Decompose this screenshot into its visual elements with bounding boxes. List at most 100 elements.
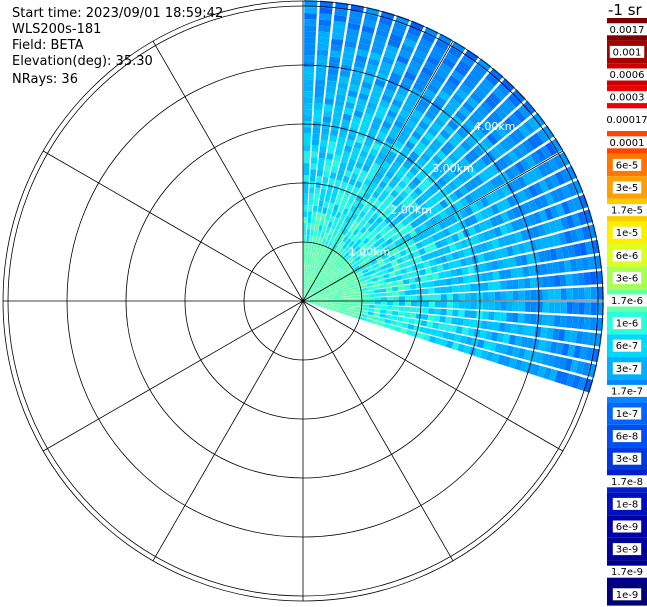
data-cell — [408, 318, 416, 325]
data-cell — [534, 326, 542, 338]
data-cell — [304, 49, 316, 56]
data-cell — [303, 235, 307, 242]
data-cell — [363, 258, 371, 265]
data-cell — [436, 264, 444, 272]
data-cell — [482, 230, 492, 241]
data-cell — [412, 250, 421, 258]
data-cell — [342, 113, 352, 122]
colorbar-tick-label: 3e-6 — [616, 273, 639, 284]
data-cell — [338, 265, 345, 271]
data-cell — [494, 301, 501, 311]
data-cell — [473, 87, 487, 100]
data-cell — [379, 313, 386, 319]
data-cell — [388, 242, 397, 250]
data-cell — [356, 98, 368, 107]
data-cell — [581, 226, 591, 240]
data-cell — [579, 346, 588, 360]
data-cell — [380, 241, 389, 249]
data-cell — [557, 260, 566, 273]
data-cell — [327, 147, 335, 155]
data-cell — [357, 202, 365, 211]
data-cell — [325, 277, 331, 283]
data-cell — [303, 109, 313, 116]
data-cell — [416, 301, 423, 307]
data-cell — [417, 262, 425, 270]
data-cell — [441, 173, 452, 184]
data-cell — [381, 269, 389, 275]
data-cell — [329, 284, 336, 289]
data-cell — [437, 34, 452, 46]
data-cell — [442, 228, 451, 237]
data-cell — [331, 308, 338, 312]
data-cell — [454, 200, 464, 211]
data-cell — [303, 85, 314, 92]
data-cell — [359, 86, 371, 96]
colorbar-tick-bg — [606, 91, 647, 104]
data-cell — [459, 157, 471, 169]
data-cell — [439, 210, 449, 220]
data-cell — [446, 285, 453, 293]
data-cell — [583, 209, 593, 224]
data-cell — [363, 178, 372, 187]
data-cell — [332, 302, 339, 305]
data-cell — [448, 261, 456, 270]
data-cell — [526, 337, 534, 349]
data-cell — [367, 265, 375, 272]
data-cell — [357, 274, 365, 280]
data-cell — [463, 275, 471, 284]
data-cell — [378, 17, 393, 27]
data-cell — [323, 219, 329, 227]
data-cell — [420, 238, 429, 247]
data-cell — [364, 275, 372, 281]
data-cell — [432, 138, 443, 149]
data-cell — [303, 289, 305, 296]
data-cell — [541, 314, 549, 326]
data-cell — [420, 152, 431, 163]
data-cell — [491, 129, 503, 142]
data-cell — [535, 238, 544, 251]
data-cell — [480, 196, 490, 208]
data-cell — [333, 217, 340, 225]
data-cell — [306, 229, 311, 236]
data-cell — [310, 157, 318, 164]
data-cell — [336, 238, 342, 246]
data-cell — [389, 33, 403, 43]
data-cell — [488, 164, 499, 176]
data-cell — [436, 330, 444, 338]
data-cell — [334, 269, 341, 275]
data-cell — [590, 302, 597, 316]
data-cell — [485, 150, 497, 163]
data-cell — [340, 156, 349, 164]
data-cell — [544, 207, 554, 221]
data-cell — [365, 7, 380, 17]
data-cell — [350, 301, 357, 304]
data-cell — [369, 181, 378, 190]
data-cell — [326, 302, 333, 305]
data-cell — [454, 110, 467, 122]
data-cell — [418, 182, 428, 193]
data-cell — [426, 252, 435, 260]
data-cell — [310, 247, 314, 255]
data-cell — [354, 255, 362, 262]
data-cell — [581, 331, 590, 345]
data-cell — [428, 143, 439, 154]
data-cell — [309, 253, 313, 260]
data-cell — [395, 230, 404, 239]
data-cell — [368, 255, 376, 262]
data-cell — [347, 133, 357, 141]
data-cell — [314, 282, 319, 288]
data-cell — [328, 281, 335, 286]
data-cell — [561, 246, 570, 259]
data-cell — [422, 301, 429, 308]
data-cell — [385, 44, 399, 55]
data-cell — [494, 143, 507, 156]
data-cell — [500, 344, 509, 355]
data-cell — [388, 255, 396, 262]
data-cell — [320, 293, 327, 297]
data-cell — [494, 281, 501, 291]
data-cell — [492, 270, 500, 281]
data-cell — [359, 150, 369, 159]
data-cell — [394, 252, 402, 260]
data-cell — [423, 88, 437, 100]
data-cell — [332, 304, 339, 307]
